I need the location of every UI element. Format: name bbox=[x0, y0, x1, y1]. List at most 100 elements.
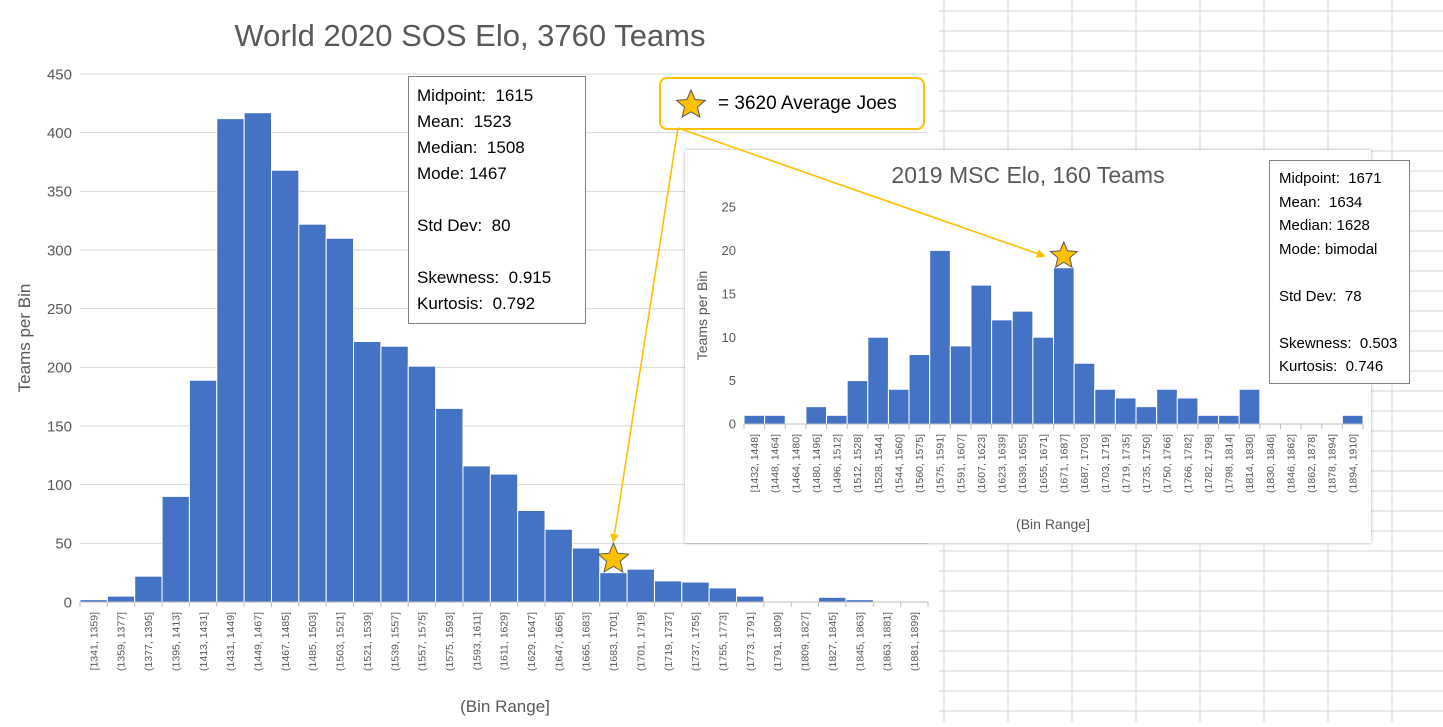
x-tick-label: (1791, 1809] bbox=[772, 612, 784, 671]
stat-line: ​ bbox=[1279, 308, 1409, 332]
bar bbox=[764, 414, 786, 425]
x-tick-label: (1359, 1377] bbox=[116, 612, 128, 671]
average-joes-legend[interactable]: = 3620 Average Joes bbox=[659, 77, 925, 130]
stat-line: Midpoint: 1671 bbox=[1279, 170, 1382, 187]
y-tick-label: 200 bbox=[47, 360, 72, 377]
bar bbox=[929, 249, 951, 425]
y-axis-label: Teams per Bin bbox=[694, 271, 710, 360]
x-tick-label: (1480, 1496] bbox=[811, 434, 823, 493]
x-tick-label: (1701, 1719] bbox=[635, 612, 647, 671]
stat-line: ​ bbox=[417, 239, 585, 265]
bar bbox=[161, 495, 190, 603]
stat-line: Midpoint: 1615 bbox=[417, 86, 534, 105]
stat-line: Mean: 1523 bbox=[417, 112, 512, 131]
x-axis-label: (Bin Range] bbox=[1016, 516, 1090, 532]
stat-line: Mode: 1467 bbox=[417, 164, 507, 183]
bar bbox=[991, 319, 1013, 425]
world-chart-svg: World 2020 SOS Elo, 3760 Teams0501001502… bbox=[15, 18, 929, 716]
bar bbox=[134, 575, 163, 603]
bar bbox=[1197, 414, 1220, 425]
x-tick-label: (1735, 1750] bbox=[1141, 434, 1153, 493]
x-tick-label: (1544, 1560] bbox=[893, 434, 905, 493]
y-tick-label: 0 bbox=[729, 417, 736, 432]
bar bbox=[353, 341, 382, 603]
stat-line: Mode: bimodal bbox=[1279, 240, 1378, 258]
x-tick-label: (1881, 1899] bbox=[909, 612, 921, 671]
x-tick-label: (1894, 1910] bbox=[1347, 434, 1359, 493]
stat-line: Std Dev: 78 bbox=[1279, 287, 1362, 305]
x-tick-label: (1703, 1719] bbox=[1100, 434, 1112, 493]
stat-line: Kurtosis: 0.792 bbox=[417, 294, 536, 313]
x-tick-label: (1467, 1485] bbox=[280, 612, 292, 671]
bar bbox=[1341, 414, 1364, 425]
x-tick-label: (1377, 1395] bbox=[143, 612, 155, 671]
x-tick-label: (1448, 1464] bbox=[770, 434, 782, 493]
x-tick-label: (1737, 1755] bbox=[690, 612, 702, 671]
x-tick-label: (1521, 1539] bbox=[362, 612, 374, 671]
x-tick-label: (1485, 1503] bbox=[307, 612, 319, 671]
x-tick-label: (1591, 1607] bbox=[955, 434, 967, 493]
y-tick-label: 25 bbox=[722, 200, 736, 215]
y-tick-label: 400 bbox=[47, 125, 72, 142]
bar bbox=[1238, 388, 1261, 425]
stat-line: Mean: 1634 bbox=[1279, 193, 1363, 211]
bar bbox=[908, 354, 931, 425]
legend-label: = 3620 Average Joes bbox=[718, 93, 897, 114]
x-tick-label: (1814, 1830] bbox=[1244, 434, 1256, 493]
x-tick-label: (1671, 1687] bbox=[1058, 434, 1070, 493]
bar bbox=[970, 284, 993, 425]
x-tick-label: (1623, 1639] bbox=[997, 434, 1009, 493]
y-tick-label: 300 bbox=[47, 242, 72, 259]
chart-title: 2019 MSC Elo, 160 Teams bbox=[891, 162, 1164, 188]
x-tick-label: (1665, 1683] bbox=[581, 612, 593, 671]
x-tick-label: (1496, 1512] bbox=[832, 434, 844, 493]
x-tick-label: (1503, 1521] bbox=[335, 612, 347, 671]
x-tick-label: (1413, 1431] bbox=[198, 612, 210, 671]
x-tick-label: (1611, 1629] bbox=[499, 612, 511, 670]
stat-line: Skewness: 0.503 bbox=[1279, 334, 1398, 352]
x-tick-label: (1575, 1591] bbox=[935, 434, 947, 493]
bar bbox=[653, 580, 683, 603]
x-tick-label: (1846, 1862] bbox=[1285, 434, 1297, 493]
x-tick-label: (1629, 1647] bbox=[526, 612, 538, 671]
x-tick-label: (1395, 1413] bbox=[170, 612, 182, 671]
x-tick-label: (1719, 1737] bbox=[663, 612, 675, 671]
x-tick-label: (1878, 1894] bbox=[1327, 434, 1339, 493]
x-tick-label: (1593, 1611] bbox=[471, 612, 483, 670]
x-tick-label: (1863, 1881] bbox=[882, 612, 894, 671]
bar bbox=[380, 345, 409, 603]
x-tick-label: (1449, 1467] bbox=[252, 612, 264, 671]
y-tick-label: 15 bbox=[722, 286, 736, 301]
x-tick-label: (1766, 1782] bbox=[1182, 434, 1194, 493]
y-tick-label: 10 bbox=[722, 330, 736, 345]
bar bbox=[867, 336, 889, 425]
bar bbox=[1053, 267, 1075, 425]
x-tick-label: (1830, 1846] bbox=[1265, 434, 1277, 493]
bar bbox=[571, 547, 601, 603]
stat-line: Median: 1508 bbox=[417, 138, 525, 157]
bar bbox=[1176, 397, 1199, 425]
chart-title: World 2020 SOS Elo, 3760 Teams bbox=[234, 18, 705, 53]
bar bbox=[1073, 362, 1096, 425]
bar bbox=[216, 118, 245, 603]
x-tick-label: (1809, 1827] bbox=[800, 612, 812, 671]
stat-line: Kurtosis: 0.746 bbox=[1279, 358, 1384, 375]
x-tick-label: (1683, 1701] bbox=[608, 612, 620, 671]
y-tick-label: 5 bbox=[729, 373, 736, 388]
x-tick-label: [1341, 1359] bbox=[88, 612, 100, 670]
bar bbox=[1011, 310, 1034, 425]
x-tick-label: (1431, 1449] bbox=[225, 612, 237, 671]
y-tick-label: 20 bbox=[722, 243, 736, 258]
stat-line: Std Dev: 80 bbox=[417, 216, 511, 235]
x-tick-label: (1464, 1480] bbox=[790, 434, 802, 493]
bar bbox=[681, 581, 710, 603]
x-tick-label: (1845, 1863] bbox=[854, 612, 866, 671]
x-tick-label: (1798, 1814] bbox=[1224, 434, 1236, 493]
x-tick-label: (1827, 1845] bbox=[827, 612, 839, 671]
bar bbox=[743, 414, 766, 425]
y-tick-label: 250 bbox=[47, 301, 72, 318]
bar bbox=[325, 237, 355, 603]
x-tick-label: (1755, 1773] bbox=[718, 612, 730, 671]
bar bbox=[1094, 388, 1116, 425]
bar bbox=[243, 112, 272, 603]
